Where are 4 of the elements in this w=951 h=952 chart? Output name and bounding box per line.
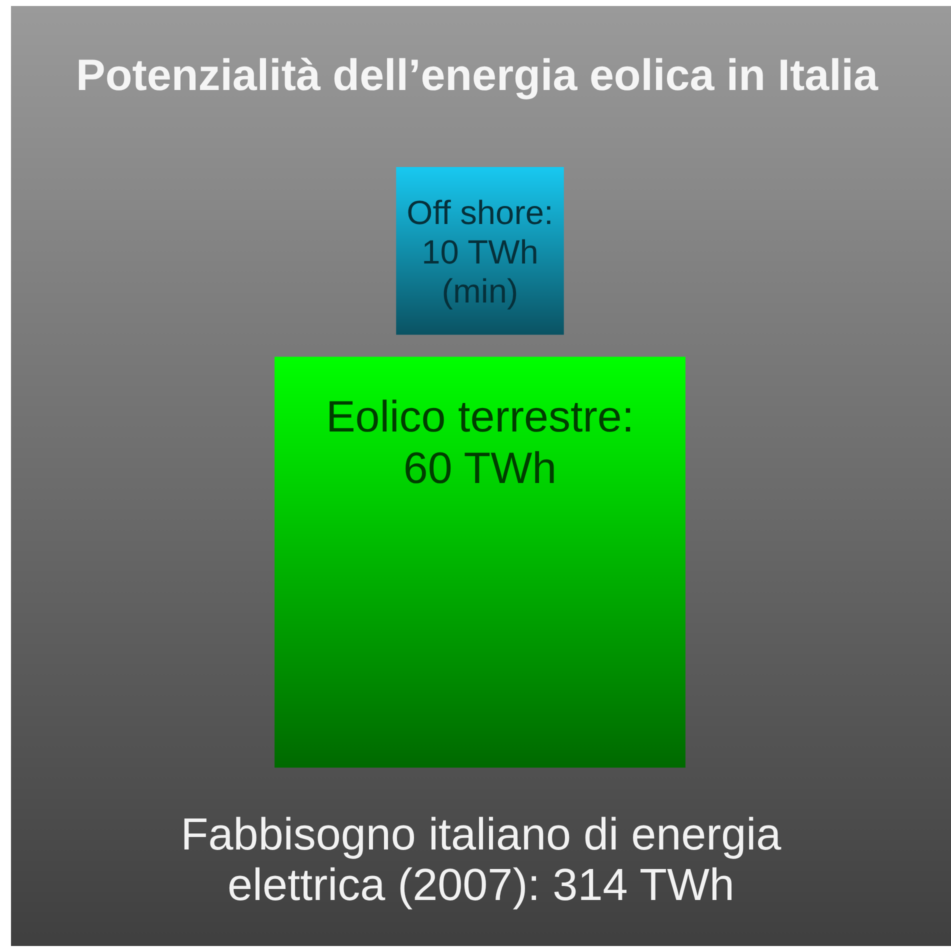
data-label: Eolico terrestre: 60 TWh — [326, 392, 634, 494]
data-label: Fabbisogno italiano di energia elettrica (2007): 314 TWh — [180, 808, 782, 910]
text: Potenzialità dell’energia eolica in Italia — [76, 51, 879, 100]
data-label: Off shore: 10 TWh (min) — [406, 195, 554, 311]
